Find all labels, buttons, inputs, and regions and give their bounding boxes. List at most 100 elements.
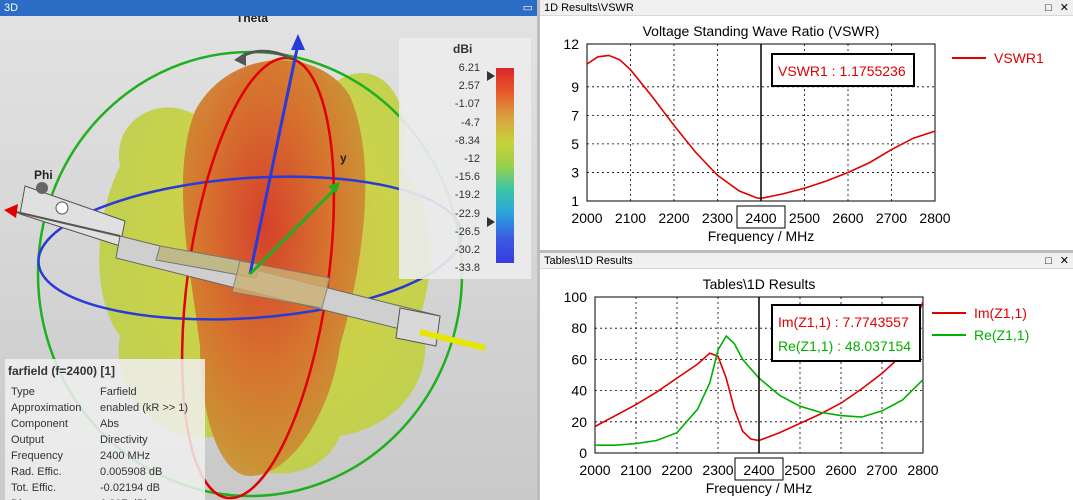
maximize-button[interactable]: □ [1045,2,1052,14]
legend-level: -15.6 [454,171,480,184]
info-value: 0.005908 dB [100,466,163,478]
x-tick-label: 2800 [907,462,938,478]
y-tick-label: 7 [571,107,579,123]
info-key: Rad. Effic. [11,466,62,478]
phi-arrow-icon [4,204,18,218]
phi-arrow [11,210,121,237]
info-key: Dir. [11,498,28,500]
marker-value: 2400 [745,210,776,226]
x-tick-label: 2500 [789,210,820,226]
x-tick-label: 2200 [661,462,692,478]
y-tick-label: 20 [571,414,587,430]
info-value: 6.207 dBi [100,498,146,500]
x-axis-label: Frequency / MHz [708,228,815,244]
legend-level: -33.8 [454,262,480,275]
x-tick-label: 2300 [702,462,733,478]
close-button[interactable]: ✕ [1059,2,1069,14]
y-tick-label: 0 [579,445,587,461]
z-axis-arrow-icon [291,34,305,50]
splitter-vertical[interactable] [537,0,540,500]
legend-max-marker-icon [487,71,495,81]
marker-readout-box [771,304,921,362]
x-tick-label: 2800 [919,210,950,226]
pane-titlebar[interactable]: 1D Results\VSWR □ ✕ [540,0,1073,16]
series-line [595,334,924,446]
marker-readout-text: VSWR1 : 1.1755236 [778,63,906,79]
legend-level: -4.7 [461,116,480,129]
info-key: Tot. Effic. [11,482,57,494]
info-value: Farfield [100,386,137,398]
legend-level: 2.57 [458,80,480,93]
legend-entry: VSWR1 [994,50,1044,66]
legend-level: -8.34 [454,134,480,147]
y-tick-label: 1 [571,193,579,209]
chart-title: Tables\1D Results [703,276,816,292]
x-tick-label: 2200 [658,210,689,226]
legend-entry: Im(Z1,1) [974,305,1027,321]
info-key: Approximation [11,402,82,414]
close-button[interactable]: ✕ [1059,255,1069,267]
info-key: Type [11,386,35,398]
x-tick-label: 2300 [702,210,733,226]
info-title: farfield (f=2400) [1] [8,364,116,378]
info-key: Output [11,434,45,446]
chart-title: Voltage Standing Wave Ratio (VSWR) [643,23,880,39]
legend-level: -30.2 [454,244,480,256]
splitter-horizontal[interactable] [540,250,1073,253]
x-tick-label: 2600 [825,462,856,478]
impedance-chart[interactable]: Tables\1D Results 2000 2100 2200 2300 2400 250… [540,269,1073,500]
vswr-pane: 1D Results\VSWR □ ✕ Voltage Standing Wave… [540,0,1073,250]
y-tick-label: 40 [571,383,587,399]
y-tick-label: 60 [571,351,587,367]
y-axis [248,186,338,276]
legend-markers [487,71,495,227]
3d-viewport[interactable]: Theta Phi y dBi 6.21 2.57 -1.07 -4.7 -8.34 -1… [0,16,537,500]
legend-level: -26.5 [454,225,480,238]
x-tick-label: 2100 [615,210,646,226]
vswr-chart[interactable]: Voltage Standing Wave Ratio (VSWR) 2000 21… [540,16,1073,250]
series-line [594,301,924,442]
pane-title: Tables\1D Results [544,255,633,267]
directivity-color-legend: dBi 6.21 2.57 -1.07 -4.7 -8.34 -12 -15.6 -19.2 -… [399,38,531,279]
marker-readout-box [771,53,915,87]
y-tick-label: 80 [571,320,587,336]
marker-value: 2400 [743,462,774,478]
x-axis-label: Frequency / MHz [706,480,813,496]
x-tick-label: 2700 [866,462,897,478]
maximize-button[interactable]: ▭ [522,2,533,14]
legend-entry: Re(Z1,1) [974,327,1029,343]
z-axis [248,43,300,275]
x-tick-label: 2600 [832,210,863,226]
farfield-info-box: farfield (f=2400) [1] Type Farfield Approx… [5,359,205,500]
legend-level: -1.07 [454,98,480,111]
legend-unit: dBi [453,42,473,56]
marker-readout-text: Re(Z1,1) : 48.037154 [778,338,911,354]
info-value: enabled (kR >> 1) [100,402,189,414]
theta-rotation-icon [234,52,246,66]
info-key: Frequency [11,450,63,462]
pane-titlebar[interactable]: Tables\1D Results □ ✕ [540,253,1073,269]
phi-label: Phi [34,168,53,182]
x-tick-label: 2000 [571,210,602,226]
y-tick-label: 3 [571,164,579,180]
farfield-3d-pane: 3D ▭ [0,0,537,500]
legend-min-marker-icon [487,217,495,227]
marker-value-box [736,205,786,229]
pane-title: 3D [4,2,19,14]
info-value: Directivity [100,434,148,446]
x-axis [419,329,486,351]
series-line [586,54,936,200]
maximize-button[interactable]: □ [1045,255,1052,267]
legend-level: 6.21 [458,62,480,74]
x-tick-label: 2700 [876,210,907,226]
x-tick-label: 2500 [784,462,815,478]
y-tick-label: 9 [571,79,579,95]
info-value: Abs [100,418,119,430]
info-key: Component [11,418,68,430]
pane-titlebar[interactable]: 3D ▭ [0,0,537,16]
y-tick-label: 5 [571,136,579,152]
info-value: -0.02194 dB [100,482,160,494]
theta-label: Theta [236,16,268,25]
color-scale-bar [496,68,514,263]
x-tick-label: 2000 [579,462,610,478]
